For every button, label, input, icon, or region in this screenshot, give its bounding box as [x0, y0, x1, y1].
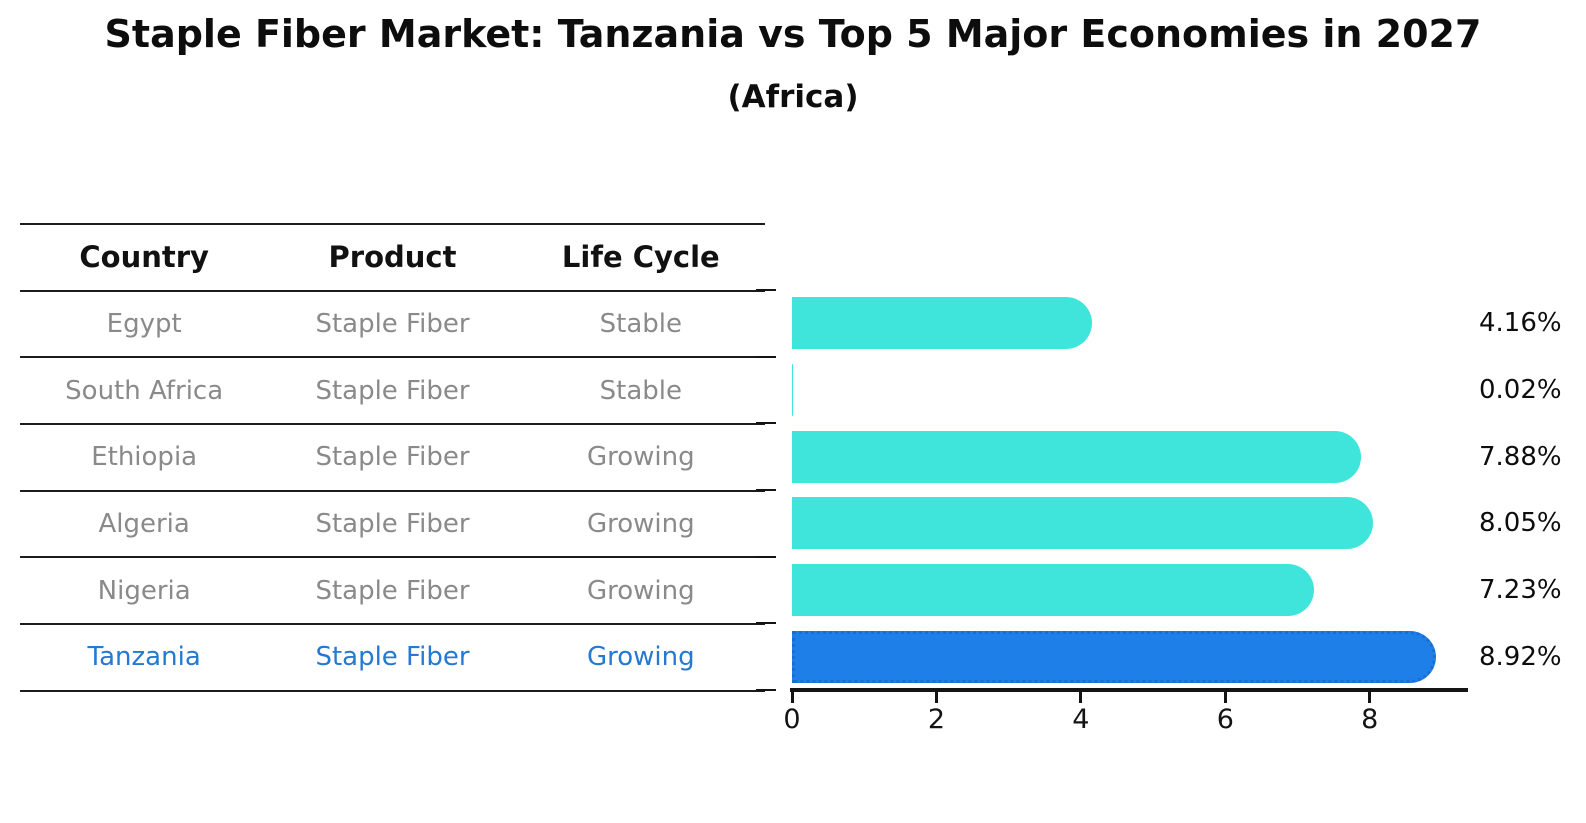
column-header-country: Country [79, 240, 209, 275]
bar-row [792, 290, 1468, 357]
table-cell-country: Ethiopia [91, 442, 198, 473]
table-cell-product: Staple Fiber [315, 509, 470, 540]
value-label-ethiopia: 7.88% [1479, 441, 1562, 472]
value-label-south-africa: 0.02% [1479, 375, 1562, 405]
bar-row [792, 490, 1468, 557]
bar-row [792, 557, 1468, 624]
bar-nigeria [792, 563, 1315, 616]
bar-egypt [792, 297, 1093, 350]
bar-plot-area [792, 290, 1468, 690]
value-label-algeria: 8.05% [1479, 508, 1562, 539]
table-row-egypt: Egypt Staple Fiber Stable [20, 289, 765, 357]
table-row-nigeria: Nigeria Staple Fiber Growing [20, 556, 765, 623]
table-header-row: Country Product Life Cycle [20, 223, 765, 290]
bar-tanzania-highlighted [792, 630, 1437, 683]
x-tick-label: 2 [927, 704, 946, 735]
chart-title: Staple Fiber Market: Tanzania vs Top 5 M… [104, 12, 1482, 56]
column-header-life-cycle: Life Cycle [561, 240, 720, 275]
table-cell-product: Staple Fiber [315, 575, 470, 606]
y-axis-tick [756, 422, 776, 425]
table-cell-life-cycle: Stable [599, 375, 682, 406]
value-label-egypt: 4.16% [1479, 308, 1562, 339]
table-row-south-africa: South Africa Staple Fiber Stable [20, 356, 765, 423]
table-row-algeria: Algeria Staple Fiber Growing [20, 489, 765, 557]
x-tick-label: 6 [1216, 704, 1234, 735]
value-label-tanzania: 8.92% [1479, 641, 1562, 672]
x-axis-tick [1079, 692, 1083, 703]
y-axis-tick [756, 622, 776, 625]
table-cell-life-cycle: Stable [599, 309, 682, 340]
column-header-product: Product [328, 240, 457, 275]
chart-subtitle: (Africa) [727, 79, 859, 115]
y-axis-tick [756, 555, 776, 558]
table-cell-life-cycle: Growing [586, 575, 695, 606]
x-tick-label: 4 [1072, 704, 1090, 735]
bar-row [792, 623, 1468, 690]
table-cell-product: Staple Fiber [315, 375, 470, 406]
table-cell-life-cycle: Growing [586, 509, 695, 540]
table-cell-country: Egypt [106, 309, 182, 340]
bar-row [792, 423, 1468, 490]
y-axis-tick [756, 489, 776, 491]
table-cell-product: Staple Fiber [315, 309, 470, 340]
x-tick-label: 8 [1361, 704, 1379, 735]
bar-algeria [792, 497, 1374, 550]
table-row-tanzania: Tanzania Staple Fiber Growing [20, 623, 765, 692]
table-cell-country: Nigeria [97, 575, 191, 606]
x-axis-tick [1223, 692, 1227, 703]
y-axis-tick [756, 355, 776, 358]
bar-south-africa [792, 363, 794, 416]
table-cell-life-cycle: Growing [586, 642, 695, 673]
value-label-nigeria: 7.23% [1479, 575, 1562, 605]
y-axis-tick [756, 689, 776, 691]
x-axis-tick [934, 692, 938, 703]
x-axis-line [790, 688, 1468, 692]
table-cell-product: Staple Fiber [315, 442, 470, 473]
info-table: Country Product Life Cycle Egypt Staple … [20, 223, 765, 692]
table-row-ethiopia: Ethiopia Staple Fiber Growing [20, 423, 765, 490]
table-cell-country: Algeria [98, 509, 190, 540]
x-tick-label: 0 [783, 704, 801, 735]
table-cell-life-cycle: Growing [586, 442, 695, 473]
table-cell-product: Staple Fiber [315, 642, 470, 673]
y-axis-tick [756, 289, 776, 291]
bar-ethiopia [792, 430, 1362, 483]
table-cell-country: South Africa [65, 375, 224, 406]
bar-row [792, 357, 1468, 424]
table-cell-country: Tanzania [87, 642, 201, 673]
x-axis-tick [790, 692, 794, 703]
x-axis-tick [1368, 692, 1372, 703]
